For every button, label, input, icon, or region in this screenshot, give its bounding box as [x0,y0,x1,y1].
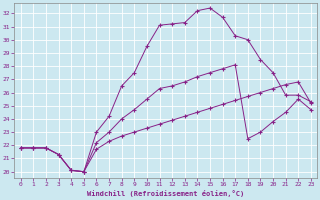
X-axis label: Windchill (Refroidissement éolien,°C): Windchill (Refroidissement éolien,°C) [87,190,244,197]
